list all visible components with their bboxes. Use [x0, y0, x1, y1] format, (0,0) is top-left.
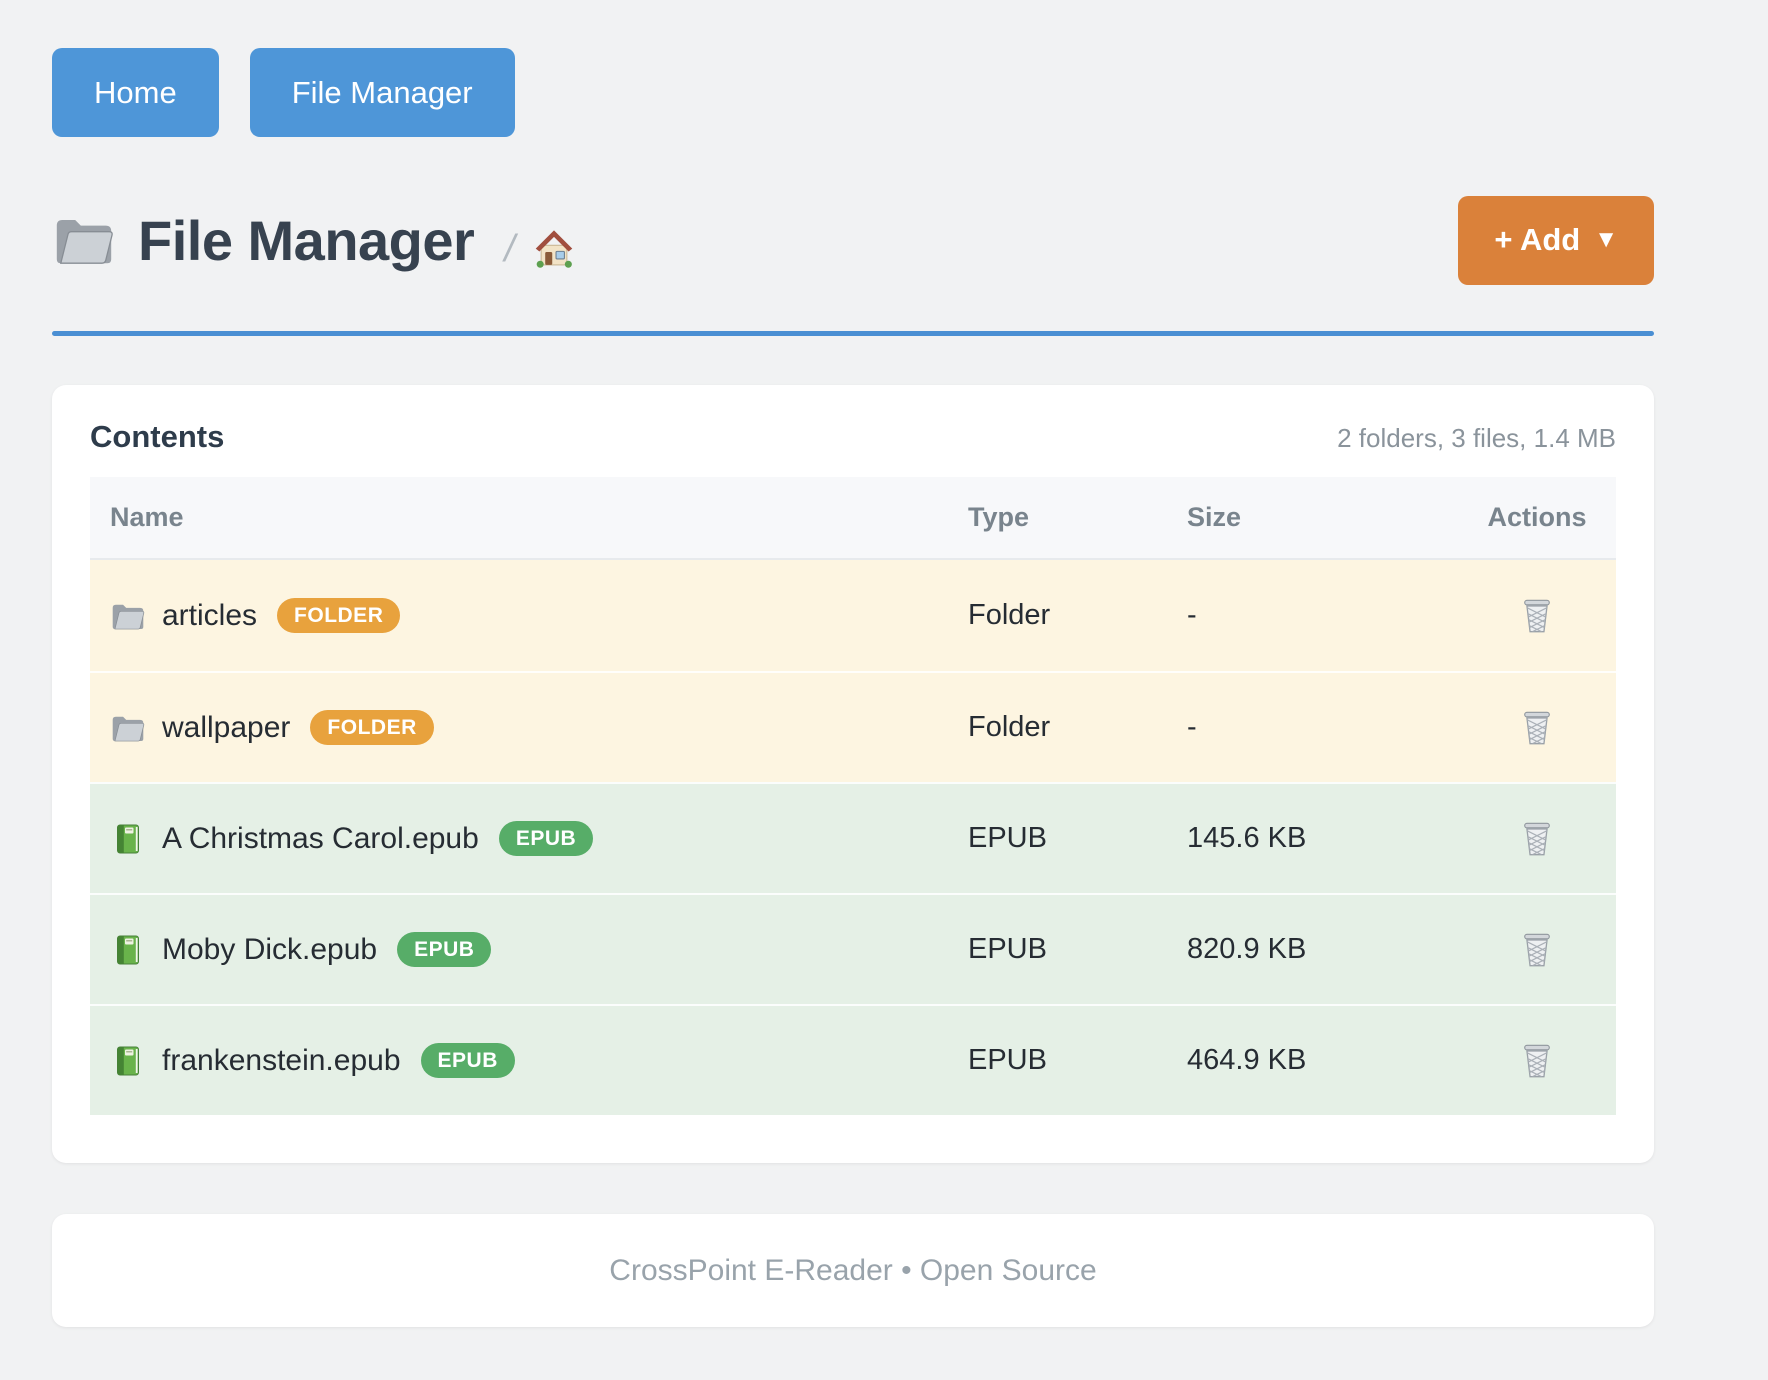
table-row: wallpaper FOLDER Folder -	[90, 671, 1616, 782]
table-row: articles FOLDER Folder -	[90, 560, 1616, 671]
delete-button[interactable]	[1515, 927, 1559, 973]
size-cell: -	[1187, 599, 1197, 631]
file-name-link[interactable]: A Christmas Carol.epub	[162, 821, 479, 855]
book-icon	[110, 1045, 146, 1077]
column-header-type: Type	[968, 502, 1030, 532]
type-cell: Folder	[968, 711, 1051, 743]
folder-icon	[52, 212, 116, 268]
size-cell: 820.9 KB	[1187, 933, 1307, 965]
type-cell: EPUB	[968, 822, 1047, 854]
book-icon	[110, 934, 146, 966]
page-title: File Manager	[138, 208, 475, 272]
folder-icon	[110, 712, 146, 744]
delete-button[interactable]	[1515, 1038, 1559, 1084]
type-cell: Folder	[968, 599, 1051, 631]
contents-card-header: Contents 2 folders, 3 files, 1.4 MB	[90, 419, 1616, 455]
caret-down-icon: ▼	[1594, 226, 1618, 253]
page-header: File Manager / + Add ▼	[52, 190, 1654, 290]
folder-badge: FOLDER	[310, 710, 434, 745]
book-icon	[110, 823, 146, 855]
breadcrumb-separator: /	[504, 227, 515, 270]
folder-name-link[interactable]: articles	[162, 598, 258, 632]
name-cell: wallpaper FOLDER	[90, 710, 958, 745]
epub-badge: EPUB	[420, 1043, 515, 1078]
top-nav: Home File Manager	[52, 48, 515, 137]
file-name-link[interactable]: frankenstein.epub	[162, 1043, 401, 1077]
actions-cell	[1458, 816, 1616, 862]
actions-cell	[1458, 927, 1616, 973]
folder-badge: FOLDER	[277, 598, 401, 633]
delete-button[interactable]	[1515, 816, 1559, 862]
delete-button[interactable]	[1515, 593, 1559, 639]
contents-summary: 2 folders, 3 files, 1.4 MB	[1337, 423, 1616, 453]
footer-text: CrossPoint E-Reader • Open Source	[609, 1253, 1097, 1287]
accent-divider	[52, 331, 1654, 336]
actions-cell	[1458, 705, 1616, 751]
type-cell: EPUB	[968, 1044, 1047, 1076]
actions-cell	[1458, 593, 1616, 639]
trash-icon	[1519, 820, 1555, 858]
add-button[interactable]: + Add ▼	[1458, 195, 1654, 285]
name-cell: Moby Dick.epub EPUB	[90, 932, 958, 967]
table-row: frankenstein.epub EPUB EPUB 464.9 KB	[90, 1004, 1616, 1115]
trash-icon	[1519, 709, 1555, 747]
files-table: Name Type Size Actions articles FOLDER F…	[90, 477, 1616, 1115]
delete-button[interactable]	[1515, 705, 1559, 751]
column-header-actions: Actions	[1487, 502, 1587, 532]
trash-icon	[1519, 931, 1555, 969]
actions-cell	[1458, 1038, 1616, 1084]
name-cell: articles FOLDER	[90, 598, 958, 633]
house-icon[interactable]	[531, 226, 577, 270]
size-cell: 145.6 KB	[1187, 822, 1307, 854]
trash-icon	[1519, 597, 1555, 635]
name-cell: A Christmas Carol.epub EPUB	[90, 821, 958, 856]
table-row: A Christmas Carol.epub EPUB EPUB 145.6 K…	[90, 782, 1616, 893]
size-cell: -	[1187, 711, 1197, 743]
add-button-label: + Add	[1494, 222, 1581, 257]
file-name-link[interactable]: Moby Dick.epub	[162, 932, 378, 966]
table-row: Moby Dick.epub EPUB EPUB 820.9 KB	[90, 893, 1616, 1004]
contents-heading: Contents	[90, 419, 225, 454]
epub-badge: EPUB	[397, 932, 492, 967]
size-cell: 464.9 KB	[1187, 1044, 1307, 1076]
home-button[interactable]: Home	[52, 48, 219, 137]
folder-icon	[110, 600, 146, 632]
footer-card: CrossPoint E-Reader • Open Source	[52, 1214, 1654, 1327]
name-cell: frankenstein.epub EPUB	[90, 1043, 958, 1078]
trash-icon	[1519, 1042, 1555, 1080]
column-header-size: Size	[1187, 502, 1242, 532]
file-manager-button[interactable]: File Manager	[249, 48, 515, 137]
contents-card: Contents 2 folders, 3 files, 1.4 MB Name…	[52, 385, 1654, 1163]
epub-badge: EPUB	[498, 821, 594, 856]
column-header-name: Name	[110, 502, 184, 532]
folder-name-link[interactable]: wallpaper	[162, 710, 291, 744]
table-header-row: Name Type Size Actions	[90, 477, 1616, 560]
type-cell: EPUB	[968, 933, 1047, 965]
